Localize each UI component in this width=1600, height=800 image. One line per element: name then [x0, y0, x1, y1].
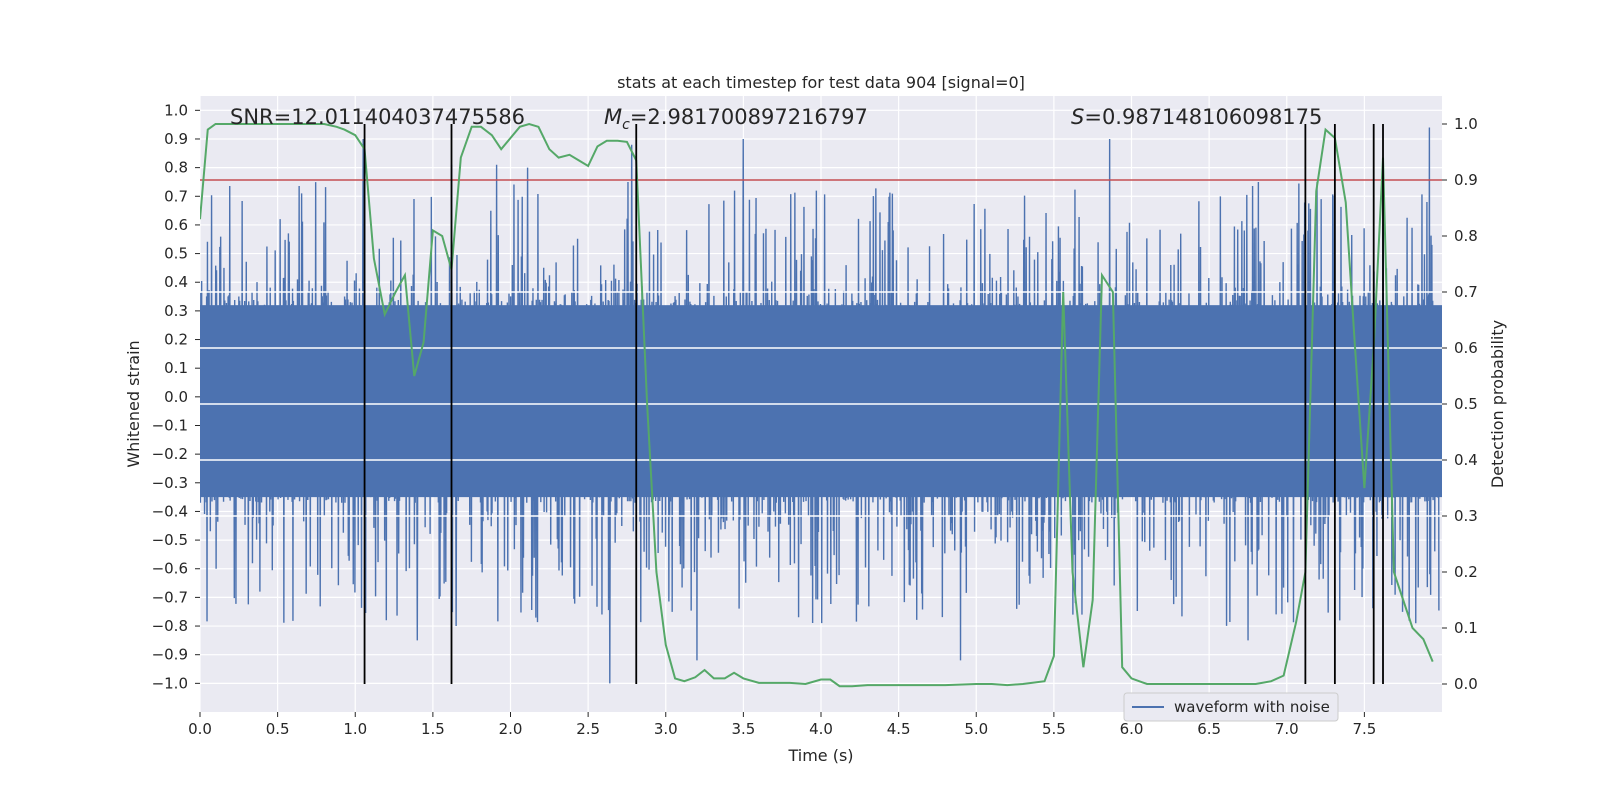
y2-tick-label: 0.6 — [1454, 339, 1478, 357]
y-tick-label: 0.6 — [164, 216, 188, 234]
y-axis-ticks: 1.0 0.9 0.8 0.7 0.6 0.5 0.4 0.3 0.2 0.1 0.0 −0.1 −0.… — [152, 101, 200, 692]
y2-tick-label: 0.8 — [1454, 227, 1478, 245]
y-tick-label: −0.3 — [152, 474, 188, 492]
x-tick-label: 7.0 — [1275, 720, 1299, 738]
y-tick-label: 0.1 — [164, 359, 188, 377]
x-tick-label: 6.5 — [1197, 720, 1221, 738]
x-axis-label: Time (s) — [787, 746, 853, 765]
y-axis-label: Whitened strain — [124, 340, 143, 467]
chirp-mass-symbol: M — [604, 105, 622, 129]
y-tick-label: −0.6 — [152, 560, 188, 578]
y-tick-label: 0.0 — [164, 388, 188, 406]
y2-tick-label: 0.3 — [1454, 507, 1478, 525]
waveform-series — [200, 127, 1442, 684]
y2-tick-label: 0.0 — [1454, 675, 1478, 693]
legend-label: waveform with noise — [1174, 698, 1330, 716]
y-tick-label: 0.9 — [164, 130, 188, 148]
y2-tick-label: 0.7 — [1454, 283, 1478, 301]
x-tick-label: 3.0 — [654, 720, 678, 738]
x-tick-label: 1.5 — [421, 720, 445, 738]
spin-value: =0.987148106098175 — [1084, 105, 1322, 129]
snr-annotation: SNR=12.011404037475586 — [230, 105, 525, 129]
x-tick-label: 4.5 — [887, 720, 911, 738]
y-tick-label: −0.7 — [152, 588, 188, 606]
y2-tick-label: 0.2 — [1454, 563, 1478, 581]
x-tick-label: 5.0 — [964, 720, 988, 738]
y2-axis-label: Detection probability — [1488, 320, 1507, 488]
y-tick-label: −0.4 — [152, 502, 188, 520]
chirp-mass-annotation: Mc=2.981700897216797 — [604, 105, 868, 133]
chirp-mass-subscript: c — [622, 117, 630, 133]
event-lines — [363, 124, 1384, 684]
y2-tick-label: 0.5 — [1454, 395, 1478, 413]
x-tick-label: 4.0 — [809, 720, 833, 738]
y-tick-label: 0.4 — [164, 273, 188, 291]
chart-title: stats at each timestep for test data 904… — [617, 73, 1025, 92]
y-tick-label: −1.0 — [152, 674, 188, 692]
y-tick-label: 0.7 — [164, 187, 188, 205]
y-tick-label: 0.8 — [164, 159, 188, 177]
y2-tick-label: 1.0 — [1454, 115, 1478, 133]
y-tick-label: −0.5 — [152, 531, 188, 549]
y-tick-label: 1.0 — [164, 101, 188, 119]
legend: waveform with noise — [1123, 692, 1339, 722]
probability-series — [200, 122, 1434, 688]
probability-line — [200, 122, 1434, 688]
y2-axis-ticks: 1.0 0.9 0.8 0.7 0.6 0.5 0.4 0.3 0.2 0.1 0.0 — [1442, 115, 1478, 693]
x-tick-label: 3.5 — [731, 720, 755, 738]
x-tick-label: 0.5 — [266, 720, 290, 738]
spin-symbol: S — [1071, 105, 1084, 129]
x-tick-label: 5.5 — [1042, 720, 1066, 738]
y-tick-label: 0.2 — [164, 331, 188, 349]
y-tick-label: 0.5 — [164, 245, 188, 263]
x-tick-label: 7.5 — [1352, 720, 1376, 738]
y-tick-label: −0.8 — [152, 617, 188, 635]
waveform-core — [200, 305, 1442, 498]
y2-tick-label: 0.9 — [1454, 171, 1478, 189]
y-tick-label: −0.2 — [152, 445, 188, 463]
y2-tick-label: 0.1 — [1454, 619, 1478, 637]
y2-tick-label: 0.4 — [1454, 451, 1478, 469]
y-tick-label: 0.3 — [164, 302, 188, 320]
x-axis-ticks: 0.0 0.5 1.0 1.5 2.0 2.5 3.0 3.5 4.0 4.5 5.0 5.5 6.0 6… — [188, 712, 1376, 738]
x-tick-label: 2.5 — [576, 720, 600, 738]
x-tick-label: 6.0 — [1120, 720, 1144, 738]
y-tick-label: −0.9 — [152, 646, 188, 664]
chirp-mass-value: =2.981700897216797 — [630, 105, 868, 129]
y-tick-label: −0.1 — [152, 416, 188, 434]
x-tick-label: 0.0 — [188, 720, 212, 738]
x-tick-label: 1.0 — [343, 720, 367, 738]
spin-annotation: S=0.987148106098175 — [1071, 105, 1322, 129]
x-tick-label: 2.0 — [499, 720, 523, 738]
